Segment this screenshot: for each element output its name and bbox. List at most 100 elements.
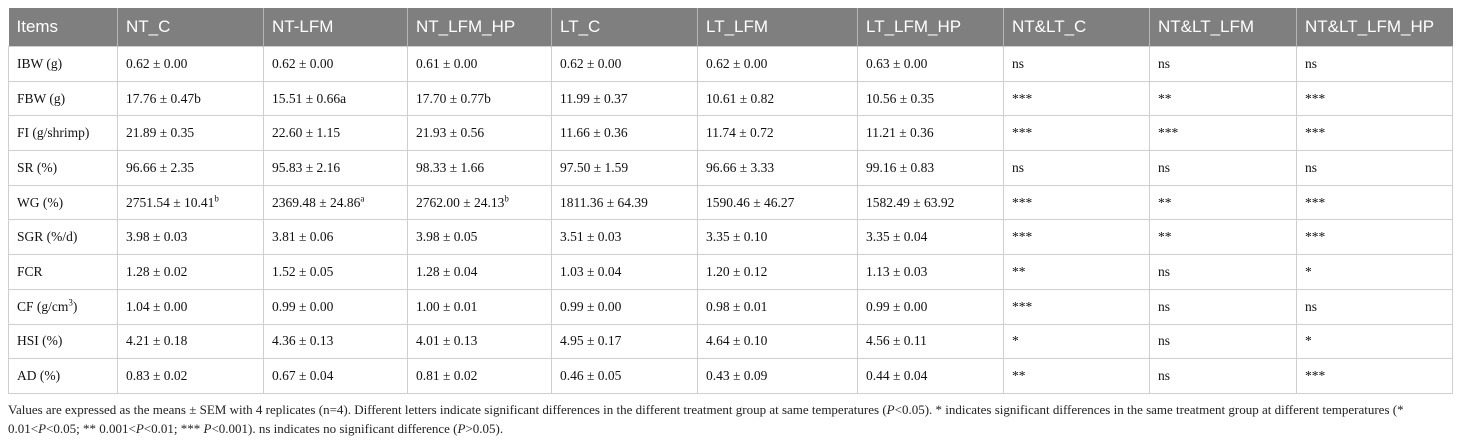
table-cell: 4.56 ± 0.11 bbox=[857, 323, 1004, 360]
table-cell: CF (g/cm3) bbox=[8, 288, 118, 325]
table-cell: ns bbox=[1149, 46, 1297, 82]
table-cell: 11.99 ± 0.37 bbox=[551, 80, 698, 117]
table-cell: 98.33 ± 1.66 bbox=[407, 150, 552, 186]
cell-value: 2762.00 ± 24.13 bbox=[416, 194, 505, 210]
table-cell: 1.13 ± 0.03 bbox=[857, 254, 1004, 290]
table-cell: 1.28 ± 0.04 bbox=[407, 254, 552, 290]
table-cell: *** bbox=[1296, 184, 1453, 221]
footnote-italic-p: P bbox=[203, 420, 212, 436]
table-cell: ns bbox=[1296, 288, 1453, 325]
table-cell: 17.70 ± 0.77b bbox=[407, 80, 552, 117]
column-header: LT_LFM_HP bbox=[857, 8, 1004, 47]
table-cell: 17.76 ± 0.47b bbox=[117, 80, 264, 117]
table-cell: *** bbox=[1149, 115, 1297, 152]
table-cell: *** bbox=[1003, 288, 1150, 325]
table-row: IBW (g) 0.62 ± 0.00 0.62 ± 0.00 0.61 ± 0… bbox=[8, 46, 1453, 82]
table-cell: 96.66 ± 3.33 bbox=[697, 150, 858, 186]
column-header: NT&LT_LFM bbox=[1149, 8, 1297, 47]
table-row: FI (g/shrimp) 21.89 ± 0.35 22.60 ± 1.15 … bbox=[8, 115, 1453, 152]
table-cell: 1.00 ± 0.01 bbox=[407, 288, 552, 325]
table-cell: 0.83 ± 0.02 bbox=[117, 358, 264, 394]
table-cell: AD (%) bbox=[8, 358, 118, 394]
table-cell: 0.62 ± 0.00 bbox=[551, 46, 698, 82]
column-header: NT_LFM_HP bbox=[407, 8, 552, 47]
table-cell: * bbox=[1296, 254, 1453, 290]
table-cell: ns bbox=[1149, 150, 1297, 186]
footnote-italic-p: P bbox=[457, 420, 466, 436]
footnote-italic-p: P bbox=[135, 420, 144, 436]
table-cell: 3.81 ± 0.06 bbox=[263, 219, 408, 256]
column-header: NT_C bbox=[117, 8, 264, 47]
table-cell: 0.62 ± 0.00 bbox=[263, 46, 408, 82]
footnote-text: <0.05). * indicates significant differen… bbox=[8, 401, 1404, 436]
table-cell: *** bbox=[1003, 80, 1150, 117]
table-cell: 4.64 ± 0.10 bbox=[697, 323, 858, 360]
table-cell: 1.20 ± 0.12 bbox=[697, 254, 858, 290]
table-cell: 1590.46 ± 46.27 bbox=[697, 184, 858, 221]
table-cell: *** bbox=[1296, 80, 1453, 117]
cell-label: CF (g/cm bbox=[17, 298, 69, 314]
table-cell: 3.35 ± 0.04 bbox=[857, 219, 1004, 256]
table-cell: FI (g/shrimp) bbox=[8, 115, 118, 152]
table-cell: 15.51 ± 0.66a bbox=[263, 80, 408, 117]
table-cell: 4.01 ± 0.13 bbox=[407, 323, 552, 360]
table-cell: * bbox=[1003, 323, 1150, 360]
table-cell: *** bbox=[1003, 115, 1150, 152]
table-cell: 3.98 ± 0.03 bbox=[117, 219, 264, 256]
table-cell: 0.44 ± 0.04 bbox=[857, 358, 1004, 394]
table-cell: 0.63 ± 0.00 bbox=[857, 46, 1004, 82]
table-cell: 1811.36 ± 64.39 bbox=[551, 184, 698, 221]
table-cell: ns bbox=[1149, 323, 1297, 360]
footnote-text: <0.01; *** bbox=[143, 420, 204, 436]
table-cell: 99.16 ± 0.83 bbox=[857, 150, 1004, 186]
table-cell: 0.67 ± 0.04 bbox=[263, 358, 408, 394]
footnote-text: <0.001). ns indicates no significant dif… bbox=[211, 420, 458, 436]
table-cell: ns bbox=[1003, 150, 1150, 186]
table-cell: 95.83 ± 2.16 bbox=[263, 150, 408, 186]
table-cell: *** bbox=[1003, 184, 1150, 221]
table-cell: ns bbox=[1149, 254, 1297, 290]
table-row: FBW (g) 17.76 ± 0.47b 15.51 ± 0.66a 17.7… bbox=[8, 80, 1453, 117]
table-cell: IBW (g) bbox=[8, 46, 118, 82]
table-cell: 2751.54 ± 10.41b bbox=[117, 184, 264, 221]
table-cell: 11.21 ± 0.36 bbox=[857, 115, 1004, 152]
table-cell: * bbox=[1296, 323, 1453, 360]
cell-label-suffix: ) bbox=[72, 298, 78, 314]
table-cell: SGR (%/d) bbox=[8, 219, 118, 256]
table-cell: 1582.49 ± 63.92 bbox=[857, 184, 1004, 221]
table-cell: ** bbox=[1149, 184, 1297, 221]
cell-value: 2369.48 ± 24.86 bbox=[272, 194, 361, 210]
table-cell: ns bbox=[1149, 288, 1297, 325]
table-footnote: Values are expressed as the means ± SEM … bbox=[8, 400, 1452, 438]
column-header: Items bbox=[8, 8, 118, 47]
cell-value: 2751.54 ± 10.41 bbox=[126, 194, 215, 210]
table-cell: 1.52 ± 0.05 bbox=[263, 254, 408, 290]
table-cell: 2369.48 ± 24.86a bbox=[263, 184, 408, 221]
table-cell: SR (%) bbox=[8, 150, 118, 186]
table-cell: 0.62 ± 0.00 bbox=[117, 46, 264, 82]
table-cell: ns bbox=[1296, 150, 1453, 186]
footnote-text: >0.05). bbox=[465, 420, 504, 436]
table-cell: ** bbox=[1149, 80, 1297, 117]
table-cell: ** bbox=[1003, 254, 1150, 290]
table-cell: 97.50 ± 1.59 bbox=[551, 150, 698, 186]
table-cell: 1.03 ± 0.04 bbox=[551, 254, 698, 290]
table-cell: 0.62 ± 0.00 bbox=[697, 46, 858, 82]
table-cell: ** bbox=[1149, 219, 1297, 256]
table-cell: 0.99 ± 0.00 bbox=[263, 288, 408, 325]
table-cell: ** bbox=[1003, 358, 1150, 394]
footnote-text: <0.05; ** 0.001< bbox=[46, 420, 136, 436]
column-header: NT&LT_LFM_HP bbox=[1296, 8, 1453, 47]
table-cell: 21.93 ± 0.56 bbox=[407, 115, 552, 152]
table-cell: 4.95 ± 0.17 bbox=[551, 323, 698, 360]
table-cell: 11.74 ± 0.72 bbox=[697, 115, 858, 152]
table-cell: 3.98 ± 0.05 bbox=[407, 219, 552, 256]
table-row: AD (%) 0.83 ± 0.02 0.67 ± 0.04 0.81 ± 0.… bbox=[8, 358, 1453, 394]
table-cell: 0.99 ± 0.00 bbox=[551, 288, 698, 325]
footnote-italic-p: P bbox=[886, 401, 895, 417]
table-cell: HSI (%) bbox=[8, 323, 118, 360]
table-row: FCR 1.28 ± 0.02 1.52 ± 0.05 1.28 ± 0.04 … bbox=[8, 254, 1453, 290]
table-cell: 0.61 ± 0.00 bbox=[407, 46, 552, 82]
table-row: CF (g/cm3) 1.04 ± 0.00 0.99 ± 0.00 1.00 … bbox=[8, 288, 1453, 325]
table-row: SGR (%/d) 3.98 ± 0.03 3.81 ± 0.06 3.98 ±… bbox=[8, 219, 1453, 256]
